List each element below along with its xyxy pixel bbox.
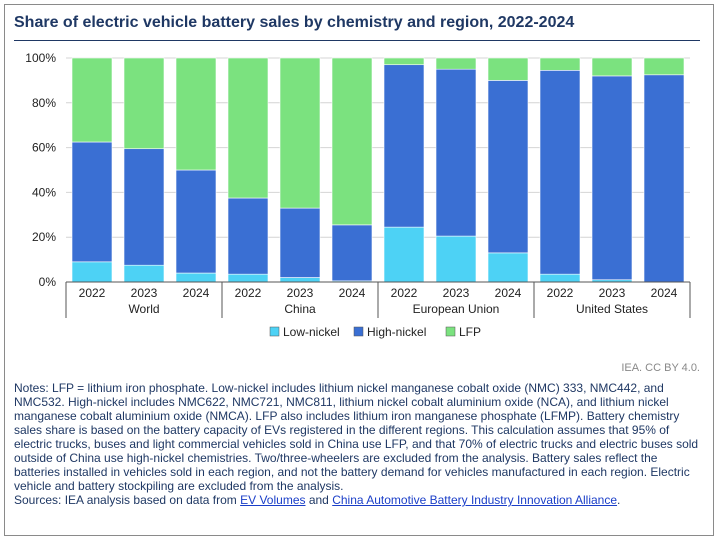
x-tick-label: 2023 bbox=[599, 286, 626, 300]
bar-segment-high-nickel bbox=[331, 224, 373, 282]
group-label: European Union bbox=[413, 302, 500, 316]
group-label: China bbox=[284, 302, 316, 316]
bar-segment-lfp bbox=[591, 57, 633, 77]
bar-segment-low-nickel bbox=[227, 273, 269, 283]
source-link-battery-alliance[interactable]: China Automotive Battery Industry Innova… bbox=[332, 493, 618, 507]
bar-segment-low-nickel bbox=[383, 226, 425, 283]
x-tick-label: 2023 bbox=[287, 286, 314, 300]
group-label: United States bbox=[576, 302, 648, 316]
bar-segment-lfp bbox=[227, 57, 269, 199]
bar-segment-low-nickel bbox=[71, 261, 113, 283]
bar-segment-low-nickel bbox=[175, 272, 217, 283]
bar-segment-lfp bbox=[383, 57, 425, 66]
legend-swatch-high-nickel bbox=[353, 326, 364, 337]
bar-segment-high-nickel bbox=[487, 80, 529, 254]
y-tick-label: 20% bbox=[32, 230, 56, 244]
x-tick-label: 2022 bbox=[391, 286, 418, 300]
x-tick-label: 2022 bbox=[235, 286, 262, 300]
x-tick-label: 2024 bbox=[495, 286, 522, 300]
bar-segment-lfp bbox=[487, 57, 529, 81]
x-tick-label: 2023 bbox=[131, 286, 158, 300]
bar-segment-lfp bbox=[539, 57, 581, 71]
legend-swatch-lfp bbox=[445, 326, 456, 337]
bar-segment-high-nickel bbox=[175, 169, 217, 274]
figure-frame bbox=[4, 4, 714, 536]
bar-segment-low-nickel bbox=[123, 264, 165, 283]
sources-line: Sources: IEA analysis based on data from… bbox=[14, 493, 700, 507]
bar-segment-low-nickel bbox=[487, 252, 529, 283]
bar-segment-high-nickel bbox=[279, 207, 321, 278]
bar-segment-high-nickel bbox=[539, 70, 581, 275]
notes-text: Notes: LFP = lithium iron phosphate. Low… bbox=[14, 381, 699, 493]
legend-label-lfp: LFP bbox=[459, 325, 481, 339]
x-tick-label: 2024 bbox=[183, 286, 210, 300]
bar-segment-high-nickel bbox=[591, 75, 633, 281]
y-tick-label: 60% bbox=[32, 141, 56, 155]
group-label: World bbox=[128, 302, 159, 316]
bar-segment-lfp bbox=[643, 57, 685, 76]
sources-suffix: . bbox=[617, 493, 621, 507]
title-divider bbox=[14, 40, 700, 41]
y-tick-label: 40% bbox=[32, 185, 56, 199]
chart-area: 0% 20% 40% 60% 80% 100% 2022 2023 2024 World 2022 2… bbox=[25, 51, 691, 339]
x-tick-label: 2024 bbox=[339, 286, 366, 300]
bar-segment-lfp bbox=[71, 57, 113, 143]
bar-segment-low-nickel bbox=[539, 273, 581, 283]
bar-segment-lfp bbox=[331, 57, 373, 226]
bar-segment-high-nickel bbox=[435, 68, 477, 237]
bar-segment-high-nickel bbox=[123, 148, 165, 266]
notes-block: Notes: LFP = lithium iron phosphate. Low… bbox=[14, 381, 700, 507]
legend-label-high-nickel: High-nickel bbox=[367, 325, 426, 339]
bar-segment-lfp bbox=[435, 57, 477, 70]
bar-segment-high-nickel bbox=[383, 64, 425, 228]
bar-segment-lfp bbox=[123, 57, 165, 150]
x-tick-label: 2023 bbox=[443, 286, 470, 300]
x-tick-label: 2022 bbox=[547, 286, 574, 300]
source-link-ev-volumes[interactable]: EV Volumes bbox=[240, 493, 306, 507]
bar-segment-high-nickel bbox=[71, 141, 113, 263]
sources-middle: and bbox=[305, 493, 333, 507]
bar-segment-high-nickel bbox=[643, 74, 685, 283]
y-tick-label: 0% bbox=[39, 275, 57, 289]
legend-swatch-low-nickel bbox=[269, 326, 280, 337]
y-tick-label: 80% bbox=[32, 96, 56, 110]
legend-label-low-nickel: Low-nickel bbox=[283, 325, 340, 339]
bar-segment-lfp bbox=[279, 57, 321, 209]
chart-title: Share of electric vehicle battery sales … bbox=[14, 14, 575, 31]
x-tick-label: 2024 bbox=[651, 286, 678, 300]
bar-segment-high-nickel bbox=[227, 197, 269, 275]
credit-text: IEA. CC BY 4.0. bbox=[621, 362, 700, 374]
sources-prefix: Sources: IEA analysis based on data from bbox=[14, 493, 241, 507]
bar-segment-lfp bbox=[175, 57, 217, 171]
x-tick-label: 2022 bbox=[79, 286, 106, 300]
y-tick-label: 100% bbox=[25, 51, 56, 65]
bar-segment-low-nickel bbox=[435, 235, 477, 283]
bar-segment-low-nickel bbox=[279, 277, 321, 283]
